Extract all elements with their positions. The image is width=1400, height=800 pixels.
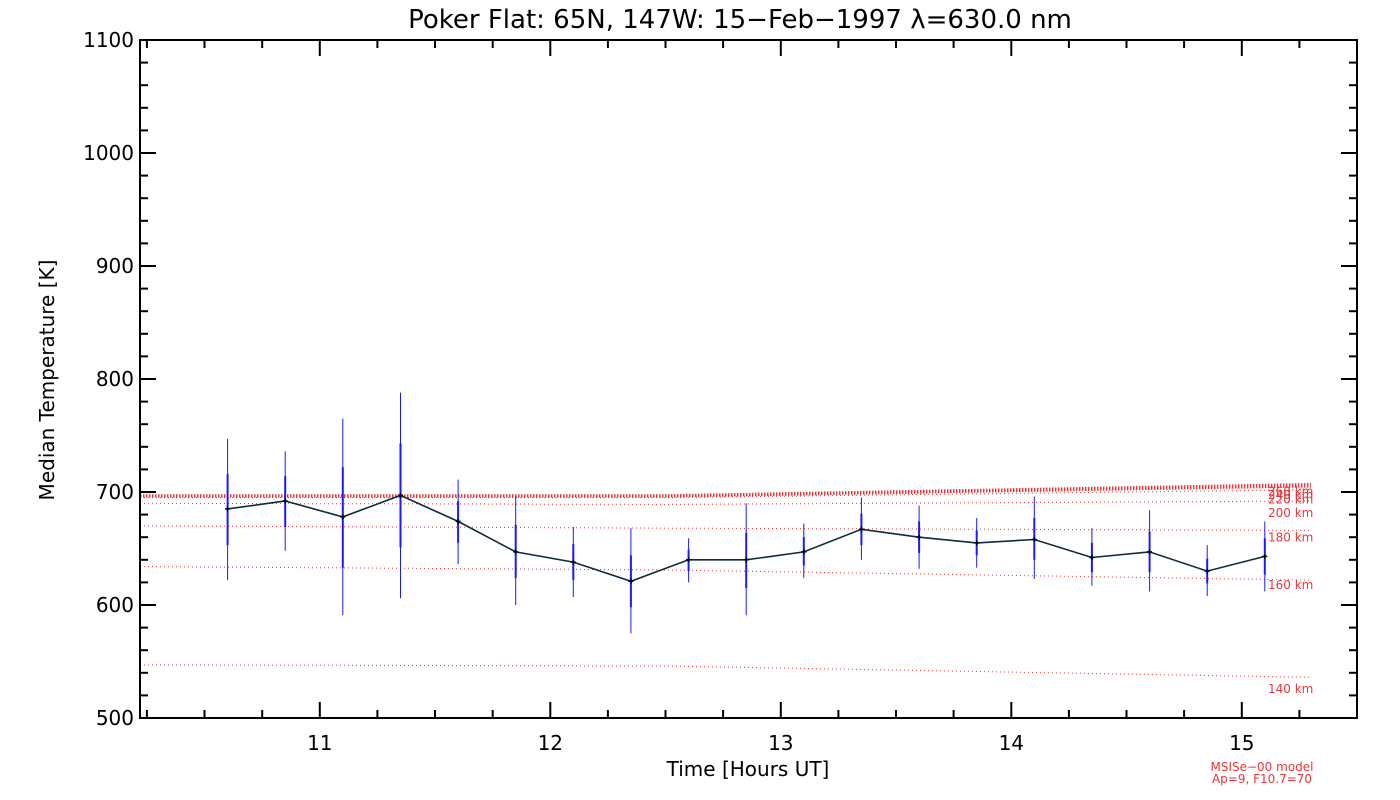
model-curve xyxy=(140,525,1311,531)
data-point xyxy=(1147,549,1153,555)
model-curve-label: 180 km xyxy=(1268,531,1313,545)
tick-labels: 11 12 13 14 15 500 600 700 800 900 1000 1100 xyxy=(83,28,1254,755)
measured-series xyxy=(225,492,1268,584)
data-point xyxy=(916,534,922,540)
data-point xyxy=(282,498,288,504)
y-axis-label: Median Temperature [K] xyxy=(35,260,59,501)
model-curves xyxy=(140,483,1311,678)
model-curve-label: 160 km xyxy=(1268,578,1313,592)
data-point xyxy=(974,540,980,546)
data-point xyxy=(743,557,749,563)
data-point xyxy=(1262,553,1268,559)
data-point xyxy=(1031,537,1037,542)
data-point xyxy=(1204,568,1210,574)
model-curve-label: 240 km xyxy=(1268,488,1313,502)
data-point xyxy=(858,526,864,532)
plot-frame xyxy=(139,39,1358,719)
y-tick-label: 1100 xyxy=(83,28,134,52)
chart-title: Poker Flat: 65N, 147W: 15−Feb−1997 λ=630… xyxy=(408,5,1072,35)
x-tick-label: 12 xyxy=(538,731,563,755)
data-point xyxy=(1089,555,1095,560)
data-point xyxy=(628,578,634,584)
axis-ticks xyxy=(140,39,1358,719)
x-axis-label: Time [Hours UT] xyxy=(666,757,830,781)
y-tick-label: 700 xyxy=(96,480,134,504)
y-tick-label: 800 xyxy=(96,367,134,391)
model-note-line-1: MSISe−00 model xyxy=(1210,760,1313,774)
data-point xyxy=(225,506,231,512)
data-point xyxy=(686,557,692,563)
data-point xyxy=(513,549,519,555)
data-point xyxy=(398,492,403,498)
data-point xyxy=(570,559,576,565)
model-curve-label: 140 km xyxy=(1268,682,1313,696)
error-bars xyxy=(226,392,1266,634)
model-curve-label: 260 km xyxy=(1268,484,1313,498)
data-point xyxy=(801,549,807,555)
model-curve xyxy=(140,500,1311,505)
model-curve-label: 220 km xyxy=(1268,492,1313,506)
y-tick-label: 500 xyxy=(96,706,134,730)
y-tick-label: 1000 xyxy=(83,141,134,165)
x-tick-label: 15 xyxy=(1229,731,1254,755)
model-curve-label: 200 km xyxy=(1268,506,1313,520)
model-curve xyxy=(140,664,1311,678)
data-point xyxy=(340,514,346,520)
x-tick-label: 13 xyxy=(768,731,793,755)
y-tick-label: 900 xyxy=(96,254,134,278)
model-curve xyxy=(140,483,1311,497)
model-curve xyxy=(140,566,1311,581)
x-tick-label: 11 xyxy=(307,731,332,755)
data-point xyxy=(455,518,461,524)
y-tick-label: 600 xyxy=(96,593,134,617)
model-note-line-2: Ap=9, F10.7=70 xyxy=(1212,772,1312,786)
x-tick-label: 14 xyxy=(999,731,1024,755)
